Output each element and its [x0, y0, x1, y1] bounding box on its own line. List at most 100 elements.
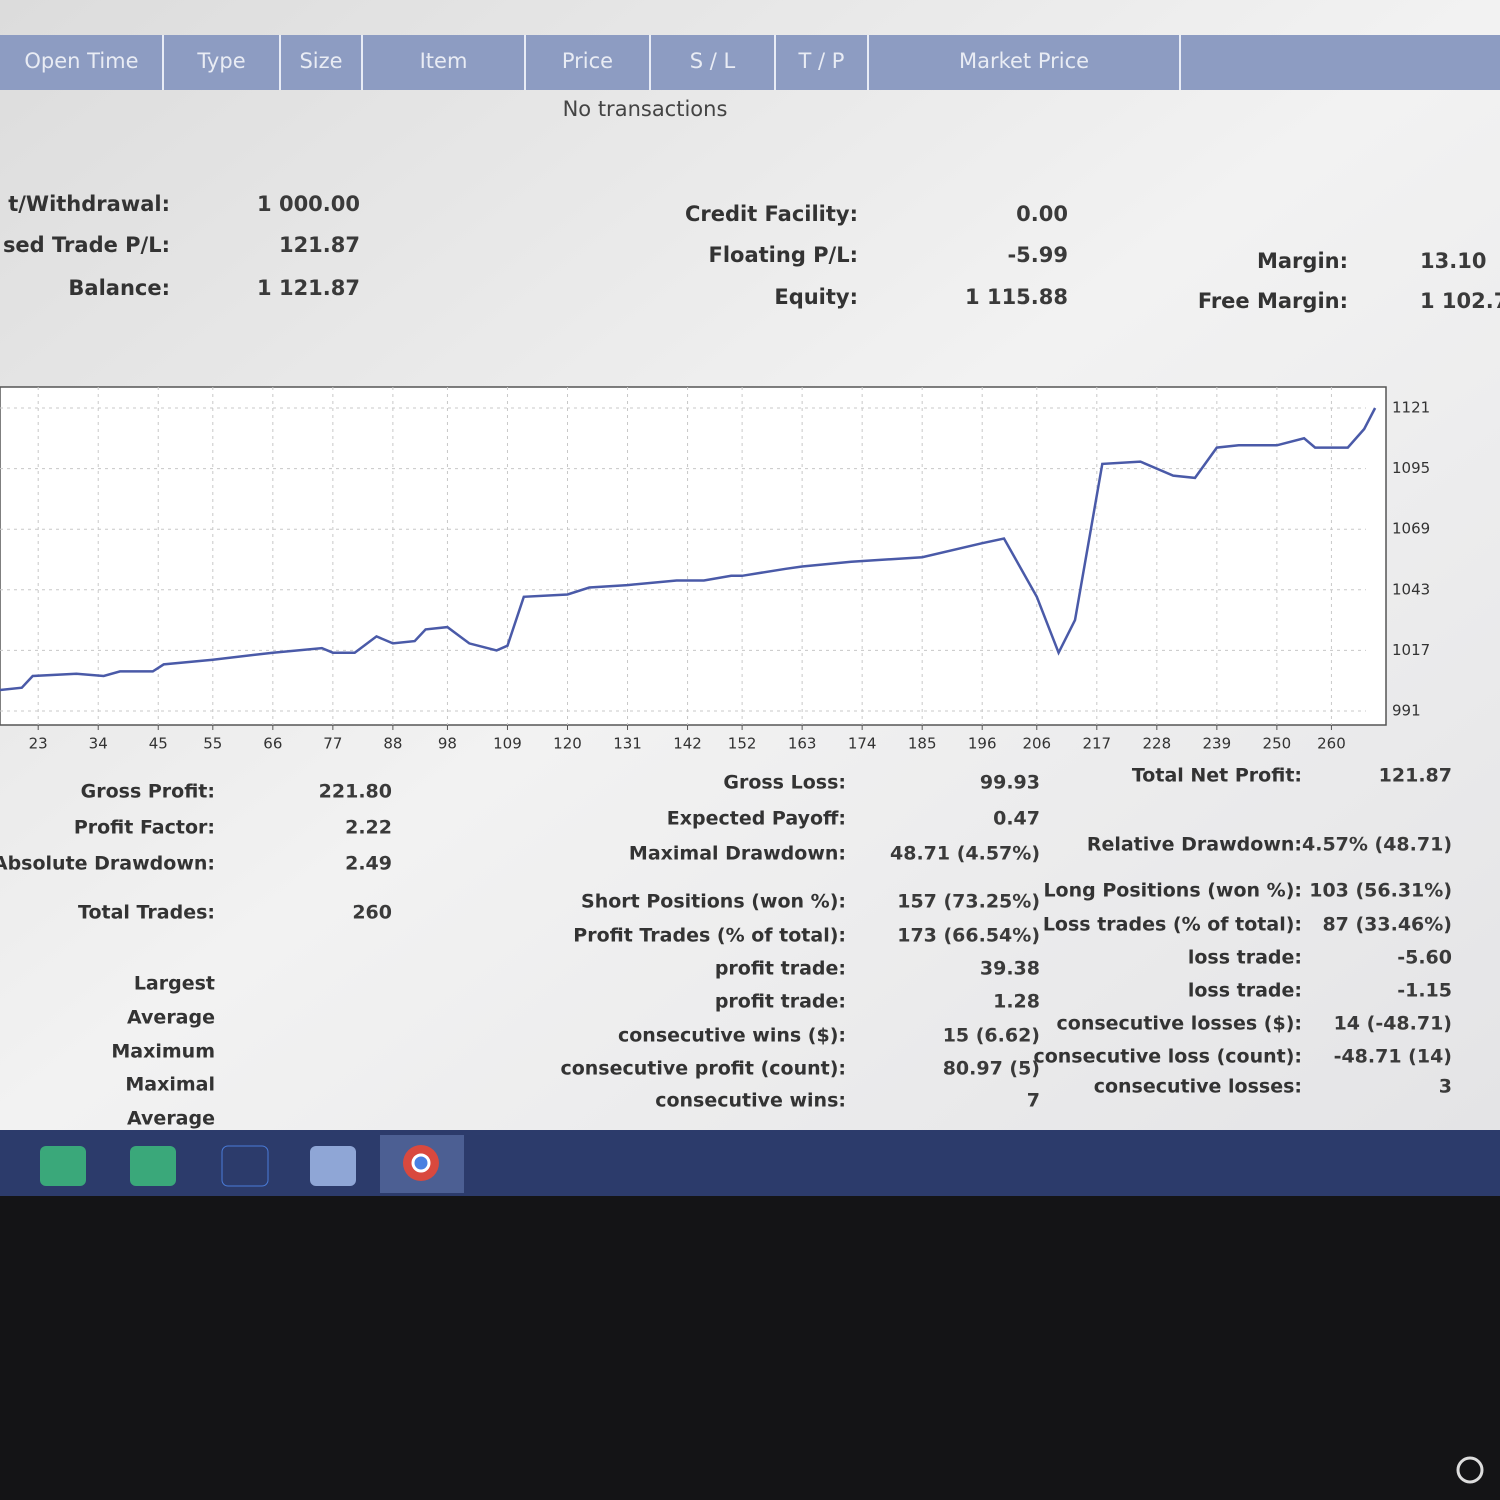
x-tick-label: 98 — [438, 735, 457, 753]
account-label: Equity: — [774, 285, 858, 309]
stat-value: -1.15 — [1397, 980, 1452, 1002]
app-icon[interactable] — [40, 1146, 86, 1186]
x-tick-label: 55 — [203, 735, 222, 753]
app-icon[interactable] — [221, 1145, 269, 1187]
column-header: T / P — [798, 49, 845, 73]
stat-value: 2.49 — [345, 853, 392, 875]
balance-line — [0, 407, 1377, 692]
stat-value: 48.71 (4.57%) — [890, 843, 1040, 865]
stat-label: consecutive loss (count): — [1033, 1046, 1302, 1068]
account-value: 1 115.88 — [965, 285, 1068, 309]
column-header: S / L — [690, 49, 736, 73]
account-value: 1 102.78 — [1420, 289, 1500, 313]
stat-label: loss trade: — [1188, 947, 1302, 969]
column-header: Price — [562, 49, 613, 73]
x-tick-label: 109 — [493, 735, 522, 753]
stat-label: Maximal Drawdown: — [629, 843, 846, 865]
stat-value: 99.93 — [980, 772, 1040, 794]
table-header — [0, 35, 1500, 90]
y-tick-label: 1017 — [1392, 641, 1430, 659]
taskbar-icons — [40, 1135, 464, 1193]
y-tick-label: 991 — [1392, 702, 1421, 720]
stat-value: 103 (56.31%) — [1309, 880, 1452, 902]
y-tick-label: 1069 — [1392, 520, 1430, 538]
stat-label: Profit Trades (% of total): — [573, 925, 846, 947]
y-tick-label: 1095 — [1392, 459, 1430, 477]
stat-value: 39.38 — [980, 958, 1040, 980]
stat-value: 3 — [1439, 1076, 1452, 1098]
stat-label: Gross Loss: — [723, 772, 846, 794]
app-icon[interactable] — [130, 1146, 176, 1186]
stat-value: 1.28 — [993, 991, 1040, 1013]
stat-label: Maximum — [111, 1041, 215, 1063]
stat-label: profit trade: — [715, 958, 846, 980]
stat-value: 15 (6.62) — [943, 1025, 1040, 1047]
stat-label: Short Positions (won %): — [581, 891, 846, 913]
account-value: 0.00 — [1016, 202, 1068, 226]
x-tick-label: 88 — [383, 735, 402, 753]
column-header: Type — [196, 49, 245, 73]
stat-label: Average — [127, 1007, 215, 1029]
x-tick-label: 260 — [1317, 735, 1346, 753]
x-tick-label: 34 — [89, 735, 108, 753]
x-tick-label: 196 — [968, 735, 997, 753]
stat-label: Relative Drawdown: — [1087, 834, 1302, 856]
stat-value: 4.57% (48.71) — [1302, 834, 1452, 856]
stat-label: consecutive wins: — [655, 1090, 846, 1112]
stat-label: Total Trades: — [78, 902, 215, 924]
x-tick-label: 163 — [788, 735, 817, 753]
x-tick-label: 77 — [323, 735, 342, 753]
stat-value: 2.22 — [345, 817, 392, 839]
stat-label: profit trade: — [715, 991, 846, 1013]
account-label: Margin: — [1257, 249, 1348, 273]
x-tick-label: 142 — [673, 735, 702, 753]
stat-label: consecutive profit (count): — [560, 1058, 846, 1080]
stat-label: Gross Profit: — [81, 781, 215, 803]
account-label: Floating P/L: — [708, 243, 858, 267]
x-tick-label: 45 — [149, 735, 168, 753]
account-label: Free Margin: — [1198, 289, 1348, 313]
stat-label: Average — [127, 1108, 215, 1130]
x-tick-label: 152 — [728, 735, 757, 753]
stat-value: 7 — [1027, 1090, 1040, 1112]
chart-frame — [0, 386, 1387, 726]
account-label: Balance: — [68, 276, 170, 300]
account-value: 13.10 — [1420, 249, 1486, 273]
stat-value: 87 (33.46%) — [1322, 914, 1452, 936]
account-value: -5.99 — [1007, 243, 1068, 267]
browser-icon-center — [411, 1153, 431, 1173]
stat-label: consecutive losses ($): — [1057, 1013, 1303, 1035]
stat-label: loss trade: — [1188, 980, 1302, 1002]
stat-value: 173 (66.54%) — [897, 925, 1040, 947]
stat-label: Expected Payoff: — [667, 808, 846, 830]
account-value: 1 000.00 — [257, 192, 360, 216]
account-label: t/Withdrawal: — [8, 192, 170, 216]
x-tick-label: 23 — [29, 735, 48, 753]
stat-label: Profit Factor: — [74, 817, 215, 839]
x-tick-label: 206 — [1022, 735, 1051, 753]
zoom-icon[interactable] — [1456, 1456, 1484, 1484]
stat-label: consecutive wins ($): — [618, 1025, 846, 1047]
column-header: Item — [420, 49, 468, 73]
x-tick-label: 120 — [553, 735, 582, 753]
stat-value: 157 (73.25%) — [897, 891, 1040, 913]
stat-value: 121.87 — [1379, 765, 1452, 787]
account-label: sed Trade P/L: — [3, 233, 170, 257]
stat-label: Loss trades (% of total): — [1043, 914, 1302, 936]
stat-label: Largest — [134, 973, 215, 995]
app-icon[interactable] — [310, 1146, 356, 1186]
account-value: 121.87 — [279, 233, 360, 257]
stat-label: Maximal — [125, 1074, 215, 1096]
stat-value: -5.60 — [1397, 947, 1452, 969]
x-tick-label: 250 — [1263, 735, 1292, 753]
x-tick-label: 185 — [908, 735, 937, 753]
stat-value: 260 — [352, 902, 392, 924]
x-tick-label: 217 — [1082, 735, 1111, 753]
x-tick-label: 66 — [263, 735, 282, 753]
y-tick-label: 1121 — [1392, 398, 1430, 416]
x-tick-label: 131 — [613, 735, 642, 753]
empty-message: No transactions — [563, 97, 728, 121]
stat-value: 14 (-48.71) — [1334, 1013, 1452, 1035]
stat-label: consecutive losses: — [1094, 1076, 1302, 1098]
